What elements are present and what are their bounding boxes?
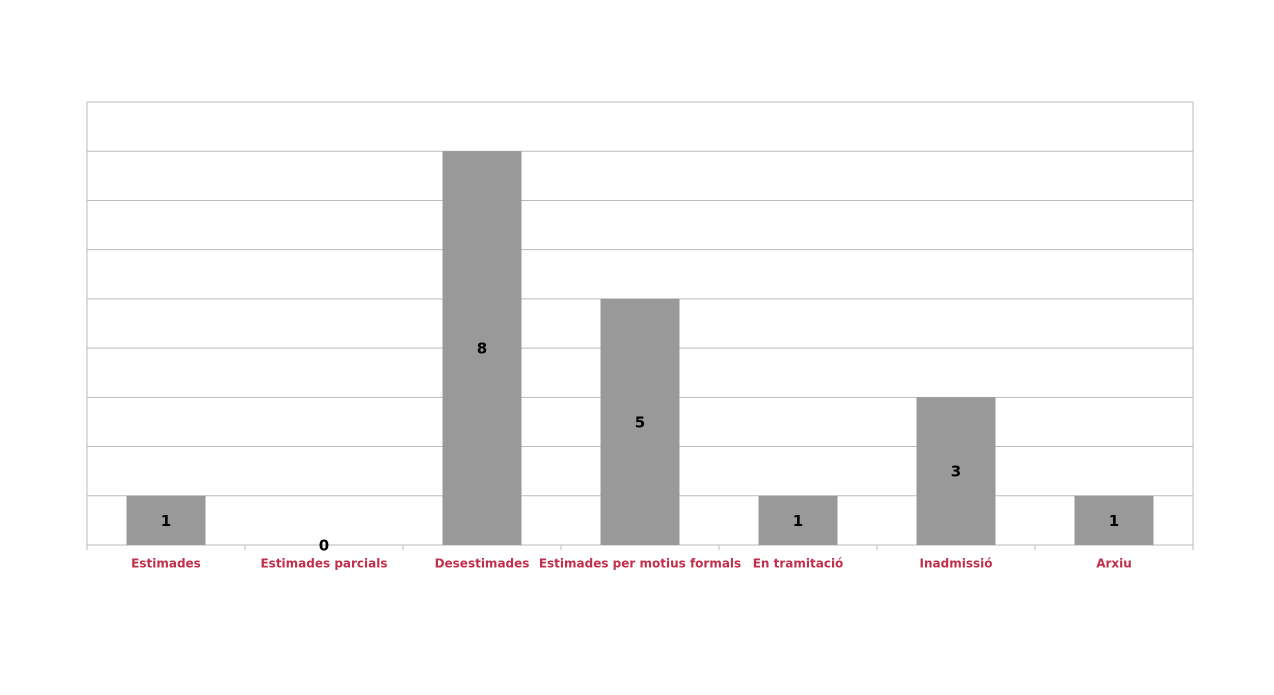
- x-tick-label: Inadmissió: [920, 557, 993, 571]
- bar: [758, 495, 838, 545]
- value-label: 1: [161, 512, 171, 530]
- value-label: 0: [319, 537, 329, 555]
- x-tick-label: Estimades: [131, 557, 201, 571]
- x-tick-label: Arxiu: [1096, 557, 1132, 571]
- bar: [126, 495, 206, 545]
- value-label: 5: [635, 413, 645, 431]
- value-label: 1: [1109, 512, 1119, 530]
- value-label: 8: [477, 340, 487, 358]
- x-tick-label: Estimades parcials: [260, 557, 387, 571]
- value-label: 3: [951, 463, 961, 481]
- bar: [442, 151, 522, 545]
- x-tick-label: Desestimades: [435, 557, 530, 571]
- x-tick-label: Estimades per motius formals: [539, 557, 741, 571]
- x-tick-label: En tramitació: [753, 557, 844, 571]
- bar: [600, 298, 680, 545]
- value-label: 1: [793, 512, 803, 530]
- bar: [916, 397, 996, 545]
- bar: [1074, 495, 1154, 545]
